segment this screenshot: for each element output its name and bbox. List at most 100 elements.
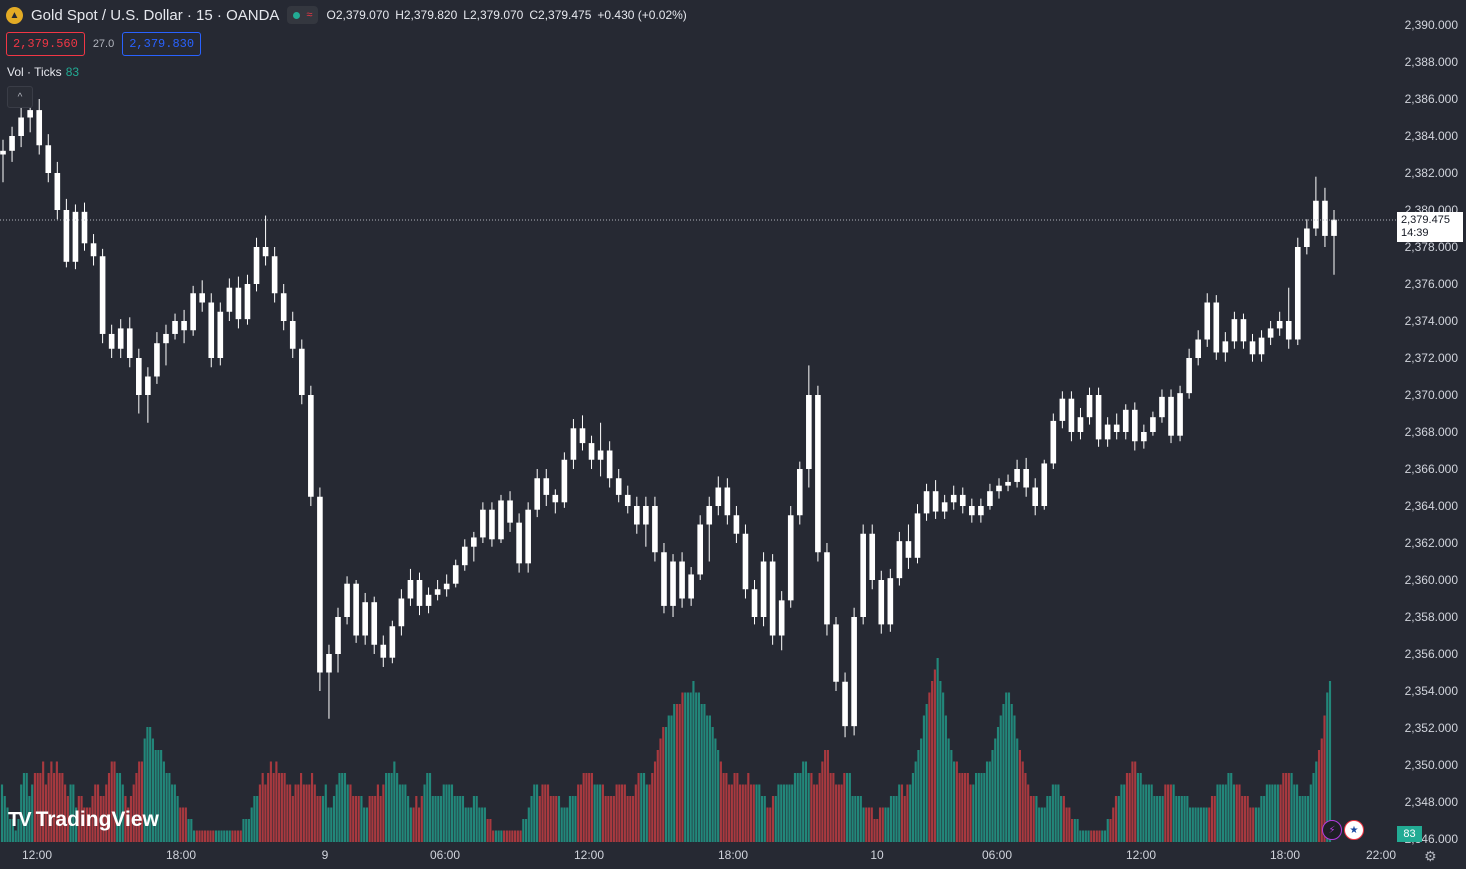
volume-bar — [228, 830, 231, 842]
volume-bar — [856, 796, 860, 842]
volume-bar — [766, 807, 769, 842]
volume-bar — [1287, 773, 1290, 842]
volume-bar — [382, 784, 385, 842]
volume-bar — [55, 761, 58, 842]
volume-bar — [192, 830, 196, 842]
volume-bar — [555, 796, 558, 842]
volume-bar — [516, 830, 519, 842]
volume-bar — [66, 796, 69, 842]
volume-bar — [541, 784, 544, 842]
candle — [552, 489, 559, 514]
volume-bar — [777, 784, 780, 842]
candle — [697, 515, 703, 580]
volume-bar — [1013, 715, 1016, 842]
volume-bar — [171, 784, 174, 842]
volume-bar — [1117, 796, 1120, 842]
volume-bar — [459, 796, 462, 842]
volume-bar — [439, 796, 443, 842]
sell-button[interactable]: 2,379.560 — [6, 32, 85, 56]
volume-bar — [854, 796, 857, 842]
lightning-event-icon[interactable]: ⚡ — [1322, 820, 1342, 840]
volume-bar — [983, 773, 986, 842]
volume-bar — [346, 784, 349, 842]
volume-bar — [456, 796, 459, 842]
time-axis-label: 18:00 — [1269, 848, 1301, 862]
volume-bar — [1320, 738, 1323, 842]
us-flag-event-icon[interactable]: ★ — [1344, 820, 1364, 840]
volume-bar — [50, 761, 53, 842]
volume-bar — [393, 761, 396, 842]
volume-bar — [717, 750, 720, 842]
volume-bar — [807, 773, 810, 842]
candle — [1258, 330, 1265, 362]
candle — [1122, 404, 1129, 440]
volume-bar — [802, 761, 805, 842]
volume-bar — [1128, 773, 1131, 842]
candle — [434, 580, 441, 601]
candle — [833, 617, 839, 691]
volume-bar — [618, 784, 621, 842]
time-axis-label: 18:00 — [717, 848, 749, 862]
volume-bar — [670, 715, 673, 842]
volume-bar — [9, 819, 12, 842]
volume-bar — [725, 773, 728, 842]
candle — [787, 506, 794, 608]
candle — [1322, 187, 1328, 247]
volume-bar — [494, 830, 497, 842]
candle — [1023, 457, 1029, 497]
volume-bar — [697, 692, 700, 842]
volume-bar — [840, 784, 843, 842]
volume-bar — [415, 796, 418, 842]
volume-bar — [184, 807, 187, 842]
volume-bar — [1328, 681, 1332, 842]
settings-gear-icon[interactable]: ⚙ — [1424, 848, 1437, 864]
volume-bar — [203, 830, 207, 842]
volume-bar — [1095, 830, 1098, 842]
price-axis-label: 2,354.000 — [1404, 684, 1458, 698]
volume-bar — [154, 750, 157, 842]
volume-bar — [722, 773, 725, 842]
volume-bar — [176, 796, 179, 842]
candle — [1159, 389, 1165, 423]
market-status[interactable]: ≈ — [287, 6, 319, 24]
volume-bar — [165, 773, 168, 842]
volume-bar — [1029, 796, 1032, 842]
volume-bar — [985, 761, 989, 842]
price-axis-label: 2,370.000 — [1404, 388, 1458, 402]
volume-bar — [116, 773, 119, 842]
price-axis-label: 2,350.000 — [1404, 758, 1458, 772]
volume-tag: 83 — [1397, 826, 1422, 842]
candle — [407, 568, 414, 606]
volume-bar — [889, 796, 893, 842]
symbol-title[interactable]: Gold Spot / U.S. Dollar · 15 · OANDA — [31, 6, 280, 24]
ohlc-values: O2,379.070 H2,379.820 L2,379.070 C2,379.… — [326, 8, 686, 22]
volume-bar — [667, 715, 670, 842]
volume-bar — [752, 784, 755, 842]
collapse-legend-button[interactable]: ^ — [7, 86, 33, 108]
candle — [579, 415, 586, 451]
open-value: 2,379.070 — [335, 8, 390, 22]
market-open-dot-icon — [293, 11, 301, 19]
volume-bar — [33, 773, 36, 842]
volume-bar — [1071, 819, 1074, 842]
volume-bar — [99, 796, 102, 842]
volume-bar — [1199, 807, 1203, 842]
volume-bar — [450, 784, 454, 842]
tradingview-logo[interactable]: TV TradingView — [8, 808, 159, 832]
volume-bar — [610, 796, 613, 842]
volume-bar — [1235, 784, 1238, 842]
volume-bar — [1202, 807, 1205, 842]
volume-bar — [1057, 784, 1060, 842]
volume-bar — [824, 750, 827, 842]
volume-bar — [977, 773, 980, 842]
candle — [815, 385, 821, 562]
volume-bar — [642, 773, 646, 842]
buy-button[interactable]: 2,379.830 — [122, 32, 202, 56]
volume-bar — [659, 738, 662, 842]
volume-bar — [577, 784, 580, 842]
candle — [824, 543, 830, 636]
volume-bar — [91, 796, 94, 842]
candle — [461, 539, 468, 571]
volume-legend[interactable]: Vol · Ticks 83 — [7, 65, 79, 79]
